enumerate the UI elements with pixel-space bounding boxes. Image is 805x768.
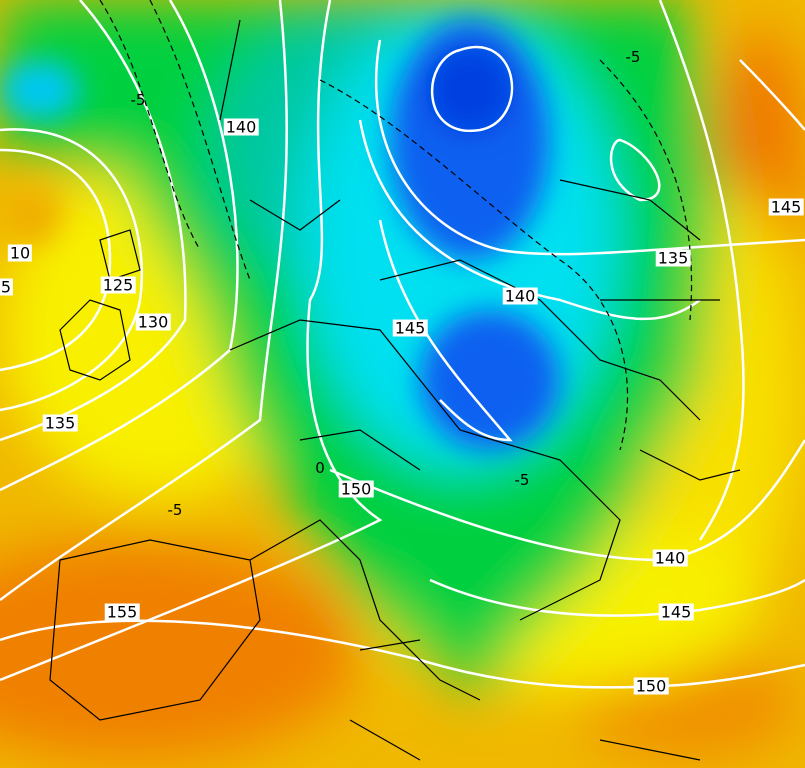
contour-label: 155 (104, 602, 140, 622)
contour-label: 135 (655, 248, 691, 268)
contour-label: 145 (658, 602, 694, 622)
contour-label: 130 (135, 312, 171, 332)
isotherm-label: -5 (167, 501, 183, 519)
contour-label: 140 (502, 286, 538, 306)
geopotential-contours (0, 0, 805, 689)
contour-label: 135 (42, 413, 78, 433)
contour-label: 5 (0, 277, 14, 297)
contour-label: 125 (100, 275, 136, 295)
contour-label: 140 (223, 117, 259, 137)
country-borders (49, 19, 741, 761)
isotherm-label: -5 (130, 91, 146, 109)
contour-label: 10 (7, 243, 33, 263)
isotherm-label: 0 (315, 459, 325, 477)
contour-label: 145 (392, 318, 428, 338)
isotherm-label: -5 (514, 471, 530, 489)
contour-label: 150 (338, 479, 374, 499)
contour-label: 140 (652, 548, 688, 568)
isotherm-label: -5 (625, 48, 641, 66)
contour-label: 150 (633, 676, 669, 696)
contour-label: 145 (768, 197, 804, 217)
temperature-isotherms (99, 0, 693, 451)
